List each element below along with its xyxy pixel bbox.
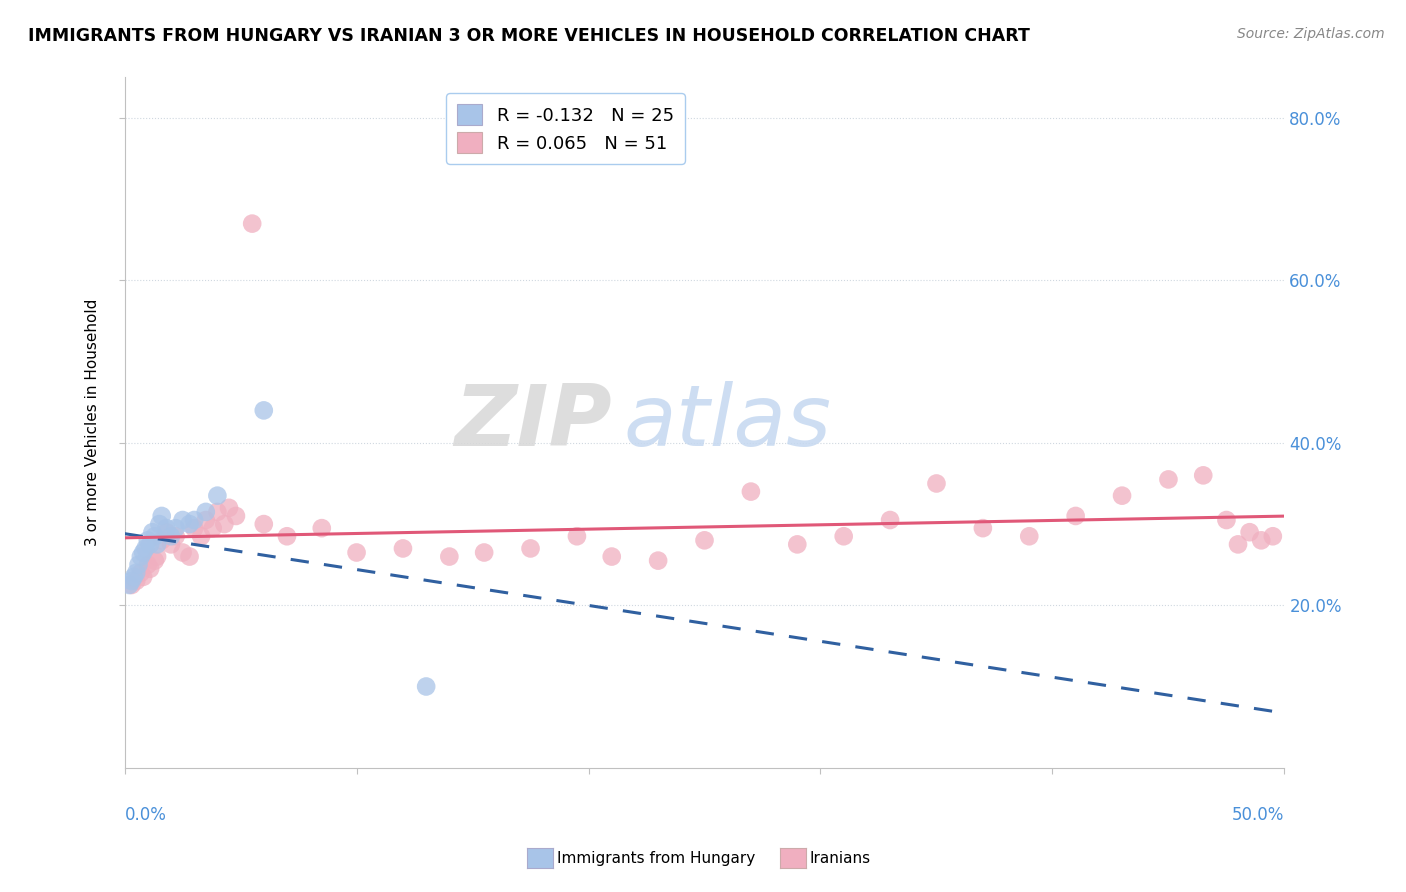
Legend: R = -0.132   N = 25, R = 0.065   N = 51: R = -0.132 N = 25, R = 0.065 N = 51 [446,94,685,164]
Y-axis label: 3 or more Vehicles in Household: 3 or more Vehicles in Household [86,299,100,546]
Point [165,521,187,535]
Point [311,521,333,535]
Point [121,578,143,592]
Point [146,537,169,551]
Point [1018,529,1040,543]
Point [160,537,183,551]
Text: 0.0%: 0.0% [125,805,166,823]
Point [225,508,247,523]
Point [201,521,224,535]
Point [139,562,162,576]
Point [472,545,495,559]
Point [172,545,194,559]
Point [129,566,152,580]
Point [600,549,623,564]
Point [1192,468,1215,483]
Point [1215,513,1237,527]
Point [150,508,173,523]
Point [125,566,148,580]
Point [1250,533,1272,548]
Point [240,217,263,231]
Point [1227,537,1250,551]
Point [207,505,229,519]
Text: Immigrants from Hungary: Immigrants from Hungary [557,851,755,865]
Point [155,521,177,535]
Point [143,554,166,568]
Point [125,574,148,588]
Point [565,529,588,543]
Point [155,525,177,540]
Point [143,529,166,543]
Point [183,513,205,527]
Point [194,513,217,527]
Point [218,500,240,515]
Point [172,513,194,527]
Point [194,505,217,519]
Point [179,549,201,564]
Point [183,521,205,535]
Point [207,489,229,503]
Point [214,517,236,532]
Point [925,476,948,491]
Point [276,529,298,543]
Point [165,529,187,543]
Point [132,570,155,584]
Point [1111,489,1133,503]
Point [647,554,669,568]
Point [1157,472,1180,486]
Text: Iranians: Iranians [810,851,870,865]
Point [786,537,808,551]
Point [253,517,276,532]
Point [136,558,159,572]
Point [832,529,855,543]
Point [160,529,183,543]
Text: atlas: atlas [623,381,831,464]
Point [136,533,159,548]
Point [253,403,276,417]
Point [1261,529,1284,543]
Point [129,549,152,564]
Point [1064,508,1087,523]
Point [146,549,169,564]
Point [139,537,162,551]
Point [740,484,762,499]
Text: 50.0%: 50.0% [1232,805,1285,823]
Point [148,517,170,532]
Point [190,529,212,543]
Point [118,578,141,592]
Text: ZIP: ZIP [454,381,612,464]
Point [1239,525,1261,540]
Point [346,545,368,559]
Point [439,549,461,564]
Point [121,574,143,588]
Point [415,680,437,694]
Point [132,545,155,559]
Text: Source: ZipAtlas.com: Source: ZipAtlas.com [1237,27,1385,41]
Text: IMMIGRANTS FROM HUNGARY VS IRANIAN 3 OR MORE VEHICLES IN HOUSEHOLD CORRELATION C: IMMIGRANTS FROM HUNGARY VS IRANIAN 3 OR … [28,27,1031,45]
Point [392,541,415,556]
Point [972,521,994,535]
Point [519,541,541,556]
Point [122,570,145,584]
Point [128,558,150,572]
Point [179,517,201,532]
Point [141,525,163,540]
Point [150,533,173,548]
Point [693,533,716,548]
Point [879,513,901,527]
Point [134,541,156,556]
